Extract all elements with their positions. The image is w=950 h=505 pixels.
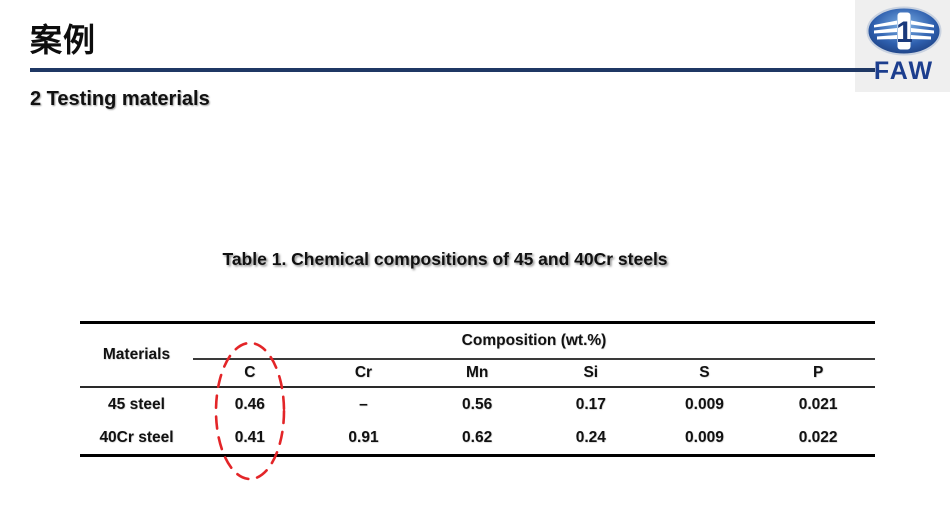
table-cell: 0.022 xyxy=(798,429,838,447)
composition-table-wrap: Materials Composition (wt.%) C Cr Mn Si … xyxy=(80,321,875,457)
table-row: 40Cr steel 0.41 0.91 0.62 0.24 0.009 0.0… xyxy=(80,423,875,456)
table-cell: 0.41 xyxy=(234,429,265,447)
faw-logo-icon: 1 xyxy=(866,6,942,56)
table-cell: 0.009 xyxy=(685,396,724,413)
title-divider xyxy=(30,68,875,72)
table-cell: 0.009 xyxy=(685,429,724,447)
section-heading: 2 Testing materials xyxy=(30,88,210,110)
table-cell: 0.021 xyxy=(798,396,838,413)
materials-header: Materials xyxy=(80,322,193,388)
col-header-c: C xyxy=(193,358,307,388)
material-name: 45 steel xyxy=(108,396,165,413)
table-cell: – xyxy=(359,396,368,413)
col-header-mn: Mn xyxy=(420,358,534,388)
table-row: 45 steel 0.46 – 0.56 0.17 0.009 0.021 xyxy=(80,387,875,423)
col-header-s: S xyxy=(647,358,762,388)
composition-group-header: Composition (wt.%) xyxy=(193,322,875,360)
table-cell: 0.56 xyxy=(462,396,493,413)
col-header-si: Si xyxy=(533,358,648,388)
table-cell: 0.46 xyxy=(234,396,265,413)
col-header-cr: Cr xyxy=(306,358,421,388)
highlight-ellipse-annotation xyxy=(214,341,286,481)
composition-table: Materials Composition (wt.%) C Cr Mn Si … xyxy=(80,321,875,457)
table-cell: 0.24 xyxy=(575,429,606,447)
table-cell: 0.17 xyxy=(575,396,606,413)
table-cell: 0.62 xyxy=(462,429,493,447)
table-row-element-headers: C Cr Mn Si S P xyxy=(80,358,875,388)
col-header-p: P xyxy=(761,358,875,388)
faw-logo: 1 FAW xyxy=(864,6,944,84)
page-title: 案例 xyxy=(30,22,97,58)
material-name: 40Cr steel xyxy=(99,429,174,447)
dashed-ellipse-icon xyxy=(214,341,286,481)
table-row-group-header: Materials Composition (wt.%) xyxy=(80,322,875,388)
logo-numeral: 1 xyxy=(896,16,913,49)
table-caption: Table 1. Chemical compositions of 45 and… xyxy=(222,249,668,269)
table-cell: 0.91 xyxy=(348,429,379,447)
faw-wordmark: FAW xyxy=(873,57,935,85)
